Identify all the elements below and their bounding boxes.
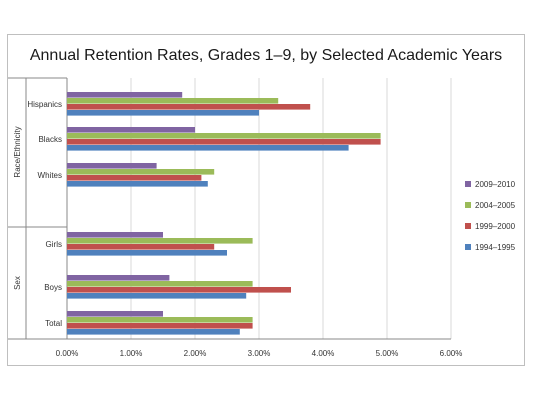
group-label-sex: Sex [13,276,22,290]
x-tick-label: 6.00% [440,349,463,358]
bar [67,133,381,139]
legend-swatch [465,244,471,250]
x-tick-label: 0.00% [56,349,79,358]
category-label: Boys [44,283,62,292]
bar [67,250,227,256]
x-tick-label: 3.00% [248,349,271,358]
bar [67,287,291,293]
category-label: Whites [38,171,62,180]
bar [67,281,253,287]
legend-label: 2004–2005 [475,201,516,210]
group-label-race-ethnicity: Race/Ethnicity [13,126,22,177]
chart-frame [7,34,525,366]
bar [67,323,253,329]
x-tick-label: 4.00% [312,349,335,358]
bar [67,238,253,244]
x-tick-label: 5.00% [376,349,399,358]
chart-title: Annual Retention Rates, Grades 1–9, by S… [30,47,502,64]
category-label: Hispanics [27,100,62,109]
bar [67,311,163,317]
bar [67,293,247,299]
bar [67,145,349,151]
legend-swatch [465,202,471,208]
plot-area: 0.00% 1.00% 2.00% 3.00% 4.00% 5.00% 6.00% Race/… [8,77,516,358]
legend-label: 1994–1995 [475,243,516,252]
bar [67,163,157,169]
category-label: Girls [46,240,62,249]
x-tick-label: 2.00% [184,349,207,358]
bar [67,92,183,98]
bar [67,232,163,238]
category-label: Total [45,319,62,328]
bar [67,329,240,335]
category-label: Blacks [38,135,62,144]
x-tick-label: 1.00% [120,349,143,358]
bar [67,181,208,187]
bar [67,175,202,181]
bar [67,127,195,133]
bar [67,98,279,104]
bar [67,317,253,323]
bar [67,169,215,175]
bar [67,275,170,281]
legend-label: 1999–2000 [475,222,516,231]
bar [67,139,381,145]
bar [67,104,311,110]
bar [67,110,259,116]
legend-swatch [465,181,471,187]
legend-swatch [465,223,471,229]
bar [67,244,215,250]
legend-label: 2009–2010 [475,180,516,189]
